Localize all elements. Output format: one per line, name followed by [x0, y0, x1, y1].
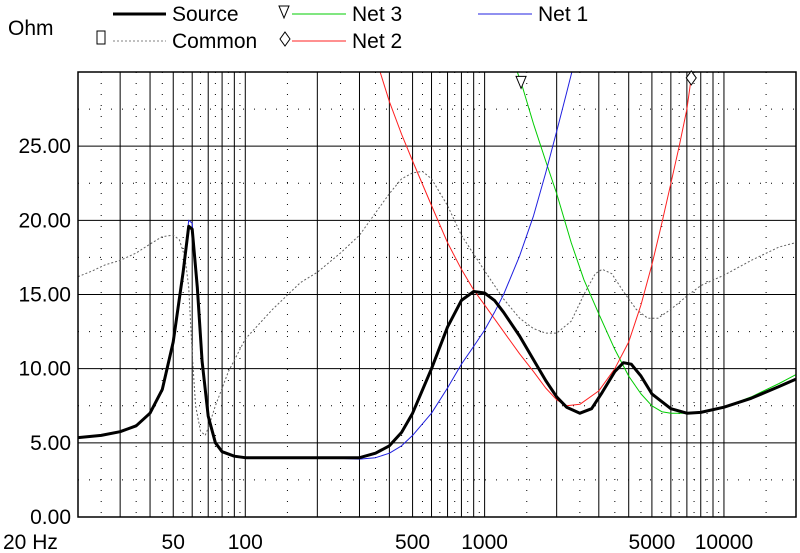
legend-label-net-1: Net 1	[538, 3, 588, 26]
y-tick-label: 0.00	[30, 506, 71, 529]
legend-triangle-marker	[278, 5, 290, 20]
net-2-diamond-marker	[685, 70, 697, 86]
legend-label-net-2: Net 2	[352, 30, 402, 53]
net-3-triangle-marker	[515, 75, 527, 90]
x-tick-label: 20 Hz	[3, 531, 58, 553]
x-tick-label: 500	[395, 531, 430, 553]
x-tick-label: 100	[228, 531, 263, 553]
y-tick-label: 25.00	[18, 135, 71, 158]
y-tick-labels: 0.00 5.00 10.00 15.00 20.00 25.00	[18, 135, 71, 529]
plot-frame	[77, 71, 797, 518]
x-tick-labels: 20 Hz 50 100 500 1000 5000 10000	[3, 531, 753, 553]
y-tick-label: 10.00	[18, 358, 71, 381]
series-line-source	[78, 224, 796, 460]
legend-label-net-3: Net 3	[352, 3, 402, 26]
y-tick-label: 15.00	[18, 284, 71, 307]
series-group	[78, 72, 796, 460]
series-line-net-2	[379, 72, 693, 407]
legend-label-common: Common	[172, 30, 257, 53]
x-tick-label: 5000	[629, 531, 676, 553]
x-tick-label: 10000	[695, 531, 753, 553]
y-axis-unit-label: Ohm	[8, 17, 54, 40]
legend-label-source: Source	[172, 3, 239, 26]
plot-border	[77, 71, 797, 518]
x-tick-label: 50	[162, 531, 185, 553]
series-markers	[515, 70, 697, 90]
legend-diamond-marker	[279, 31, 291, 47]
legend: Source Common Net 3 Net 2 Net 1	[96, 3, 588, 53]
legend-square-marker	[96, 30, 106, 45]
x-tick-label: 1000	[461, 531, 508, 553]
y-tick-label: 5.00	[30, 432, 71, 455]
series-line-common	[78, 170, 796, 436]
y-tick-label: 20.00	[18, 209, 71, 232]
